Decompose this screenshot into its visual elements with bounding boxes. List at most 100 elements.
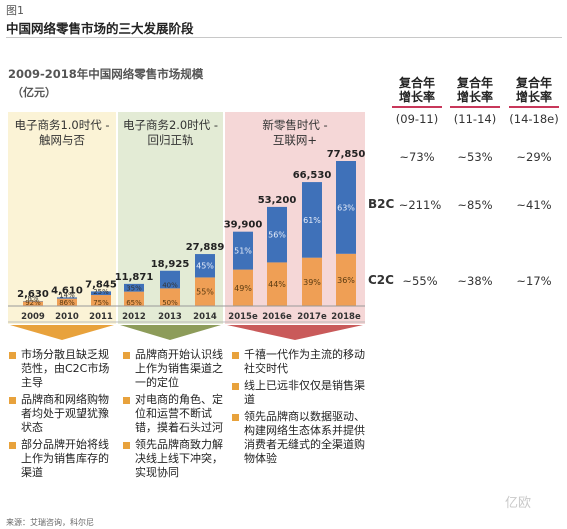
growth-header-1: 复合年 增长率: [388, 76, 446, 104]
c2c-share-label: 75%: [93, 299, 109, 307]
c2c-share-label: 55%: [196, 288, 214, 297]
c2c-share-label: 49%: [234, 284, 252, 293]
growth-c2c-value: ~55%: [402, 274, 438, 288]
growth-row-label-c2c: C2C: [368, 273, 394, 287]
b2c-share-label: 51%: [234, 247, 252, 256]
bar-total-label: 27,889: [186, 242, 225, 253]
bar-total-label: 4,610: [51, 285, 83, 296]
era-title-3: 新零售时代 -: [262, 118, 328, 132]
x-tick-label: 2015e: [228, 312, 258, 322]
bar-c2c: [302, 257, 322, 306]
b2c-share-label: 14%: [59, 292, 75, 300]
growth-period-1: (09-11): [395, 112, 439, 126]
bullet-item: 领先品牌商致力解决线上线下冲突，实现协同: [122, 438, 228, 480]
c2c-share-label: 86%: [59, 299, 75, 307]
bar-c2c: [233, 269, 253, 306]
growth-b2c-value: ~41%: [516, 198, 552, 212]
b2c-share-label: 35%: [126, 285, 142, 293]
growth-header-3: 复合年 增长率: [506, 76, 562, 104]
era-subtitle-2: 回归正轨: [147, 133, 194, 147]
growth-total-value: ~53%: [457, 150, 493, 164]
bar-total-label: 18,925: [151, 259, 190, 270]
bullet-column-2: 品牌商开始认识线上作为销售渠道之一的定位 对电商的角色、定位和运营不断试错，摸着…: [122, 348, 228, 483]
c2c-share-label: 39%: [303, 278, 321, 287]
bullet-item: 市场分散且缺乏规范性，由C2C市场主导: [8, 348, 118, 390]
era-subtitle-3: 互联网+: [272, 133, 318, 147]
bar-total-label: 2,630: [17, 289, 49, 300]
growth-b2c-value: ~211%: [398, 198, 442, 212]
x-tick-label: 2009: [21, 312, 45, 322]
b2c-share-label: 45%: [196, 262, 214, 271]
bullet-item: 品牌商和网络购物者均处于观望犹豫状态: [8, 393, 118, 435]
era-title-1: 电子商务1.0时代 -: [14, 118, 110, 132]
bar-c2c: [91, 295, 111, 306]
growth-header-underline: [509, 106, 559, 108]
bar-total-label: 66,530: [293, 170, 332, 181]
x-tick-label: 2014: [193, 312, 217, 322]
c2c-share-label: 50%: [162, 299, 178, 307]
bullet-item: 对电商的角色、定位和运营不断试错，摸着石头过河: [122, 393, 228, 435]
growth-header-line1: 复合年: [398, 76, 435, 90]
b2c-share-label: 40%: [162, 281, 178, 289]
growth-period-2: (11-14): [453, 112, 497, 126]
growth-row-label-b2c: B2C: [368, 197, 395, 211]
bar-b2c: [91, 291, 111, 296]
era-panel-1: 电子商务1.0时代 - 触网与否: [8, 112, 116, 324]
x-tick-label: 2017e: [297, 312, 327, 322]
growth-header-underline: [392, 106, 442, 108]
growth-header-line2: 增长率: [456, 90, 493, 104]
bullet-column-3: 千禧一代作为主流的移动社交时代 线上已远非仅仅是销售渠道 领先品牌商以数据驱动、…: [231, 348, 371, 469]
figure-title: 中国网络零售市场的三大发展阶段: [6, 21, 194, 36]
bullet-item: 部分品牌开始将线上作为销售库存的渠道: [8, 438, 118, 480]
bullet-item: 线上已远非仅仅是销售渠道: [231, 379, 371, 407]
c2c-share-label: 92%: [25, 299, 41, 307]
b2c-share-label: 61%: [303, 216, 321, 225]
watermark-logo: 亿欧: [505, 496, 532, 511]
figure-label: 图1: [6, 4, 24, 17]
growth-header-underline: [450, 106, 500, 108]
bar-total-label: 39,900: [224, 220, 263, 231]
b2c-share-label: 8%: [27, 294, 38, 302]
bar-b2c: [160, 270, 180, 289]
growth-header-line2: 增长率: [398, 90, 435, 104]
bar-b2c: [57, 297, 77, 299]
bullet-item: 千禧一代作为主流的移动社交时代: [231, 348, 371, 376]
c2c-share-label: 36%: [337, 276, 355, 285]
bullet-column-1: 市场分散且缺乏规范性，由C2C市场主导 品牌商和网络购物者均处于观望犹豫状态 部…: [8, 348, 118, 483]
bar-total-label: 7,845: [85, 279, 117, 290]
bar-b2c: [233, 231, 253, 270]
bar-total-label: 53,200: [258, 195, 297, 206]
growth-header-line1: 复合年: [515, 76, 552, 90]
bar-total-label: 11,871: [115, 272, 154, 283]
bullet-item: 品牌商开始认识线上作为销售渠道之一的定位: [122, 348, 228, 390]
growth-b2c-value: ~85%: [457, 198, 493, 212]
bar-c2c: [160, 288, 180, 306]
bar-c2c: [267, 262, 287, 306]
growth-period-3: (14-18e): [509, 112, 559, 126]
bar-c2c: [23, 301, 43, 306]
x-tick-label: 2016e: [262, 312, 292, 322]
bar-c2c: [195, 277, 215, 306]
growth-c2c-value: ~17%: [516, 274, 552, 288]
growth-header-line2: 增长率: [515, 90, 552, 104]
growth-c2c-value: ~38%: [457, 274, 493, 288]
b2c-share-label: 63%: [337, 203, 355, 212]
growth-total-value: ~29%: [516, 150, 552, 164]
bar-c2c: [336, 253, 356, 306]
era-subtitle-1: 触网与否: [39, 133, 85, 147]
x-tick-label: 2011: [89, 312, 113, 322]
bar-b2c: [336, 161, 356, 254]
era-marker-arrow: [120, 325, 221, 340]
x-tick-label: 2010: [55, 312, 79, 322]
bar-b2c: [302, 182, 322, 258]
bar-total-label: 77,850: [327, 149, 366, 160]
growth-total-value: ~73%: [399, 150, 435, 164]
chart-title: 2009-2018年中国网络零售市场规模: [8, 67, 204, 81]
bar-b2c: [195, 254, 215, 278]
bar-b2c: [267, 206, 287, 263]
bar-c2c: [124, 291, 144, 306]
bullet-item: 领先品牌商以数据驱动、构建网络生态体系并提供消费者无缝式的全渠道购物体验: [231, 410, 371, 466]
chart-unit: （亿元）: [12, 86, 56, 99]
b2c-share-label: 56%: [268, 231, 286, 240]
